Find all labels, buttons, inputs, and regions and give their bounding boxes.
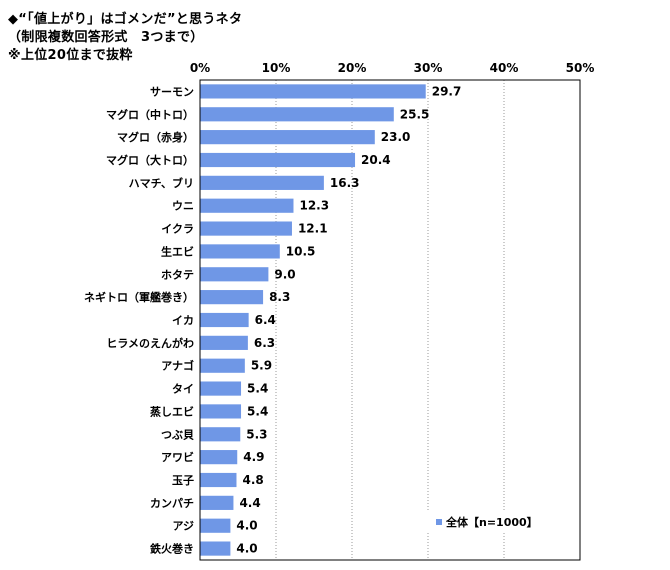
legend-box <box>424 511 574 533</box>
bar <box>200 427 241 442</box>
x-tick-label: 20% <box>338 61 367 75</box>
category-label: ヒラメのえんがわ <box>106 336 194 350</box>
value-label: 25.5 <box>400 107 430 121</box>
value-label: 5.9 <box>251 359 272 373</box>
value-label: 4.8 <box>242 473 263 487</box>
plot-frame <box>199 79 581 561</box>
value-labels: 29.725.5 23.0 20.416.312.3 12.1 10.5 9.0 8.3 6.… <box>236 84 461 555</box>
category-label: サーモン <box>150 85 194 98</box>
x-tick-label: 10% <box>262 61 291 75</box>
bar <box>200 130 375 145</box>
category-label: ホタテ <box>161 268 194 281</box>
bars <box>200 84 426 556</box>
bar <box>200 221 292 236</box>
value-label: 4.0 <box>236 519 257 533</box>
category-label: 鉄火巻き <box>150 542 194 556</box>
bar <box>200 381 242 396</box>
value-label: 4.4 <box>239 496 260 510</box>
category-label: 玉子 <box>172 474 194 487</box>
legend-label: 全体【n=1000】 <box>445 515 538 529</box>
value-label: 9.0 <box>274 267 295 281</box>
chart-subtitle: （制限複数回答形式 3つまで） <box>8 30 204 45</box>
chart-note: ※上位20位まで抜粋 <box>8 48 133 63</box>
bar <box>200 404 242 419</box>
category-label: アワビ <box>161 450 194 464</box>
value-label: 12.1 <box>298 222 328 236</box>
value-label: 6.3 <box>254 336 275 350</box>
category-label: ネギトロ（軍艦巻き） <box>84 290 194 304</box>
category-label: 蒸しエビ <box>150 404 194 418</box>
category-label: カンパチ <box>150 497 194 510</box>
bar <box>200 244 280 259</box>
value-label: 23.0 <box>381 130 411 144</box>
value-label: 12.3 <box>299 199 329 213</box>
category-label: 生エビ <box>161 244 194 258</box>
category-label: アナゴ <box>161 359 194 373</box>
bar <box>200 518 231 533</box>
category-label: イクラ <box>161 223 194 236</box>
category-label: アジ <box>172 520 194 533</box>
category-label: ウニ <box>172 200 194 213</box>
value-label: 10.5 <box>286 244 316 258</box>
value-label: 16.3 <box>330 176 360 190</box>
category-label: ハマチ、ブリ <box>129 176 194 190</box>
grid-lines <box>275 80 505 560</box>
value-label: 6.4 <box>255 313 276 327</box>
value-label: 20.4 <box>361 153 391 167</box>
bar <box>200 152 356 168</box>
value-label: 4.0 <box>236 542 257 556</box>
value-label: 29.7 <box>432 84 462 98</box>
category-label: マグロ（中トロ） <box>106 107 194 121</box>
value-label: 5.4 <box>247 404 268 418</box>
x-tick-label: 50% <box>566 61 595 75</box>
x-tick-label: 30% <box>414 61 443 75</box>
bar <box>200 198 294 213</box>
bar <box>200 267 269 282</box>
bar <box>200 450 238 465</box>
value-label: 5.3 <box>246 427 267 441</box>
legend: 全体【n=1000】 <box>424 511 574 533</box>
chart-title: ◆“「値上がり」はゴメンだ”と思うネタ <box>8 12 243 27</box>
x-tick-label: 40% <box>490 61 519 75</box>
x-tick-label: 0% <box>190 61 210 75</box>
value-label: 4.9 <box>243 450 264 464</box>
legend-swatch <box>436 519 442 525</box>
bar <box>200 290 264 305</box>
bar <box>200 175 324 190</box>
bar <box>200 107 394 122</box>
bar <box>200 84 426 99</box>
value-label: 5.4 <box>247 382 268 396</box>
category-label: マグロ（赤身） <box>117 130 194 144</box>
x-axis-ticks: 0% 10% 20% 30% 40% 50% <box>190 61 595 75</box>
category-label: タイ <box>172 383 194 396</box>
category-label: マグロ（大トロ） <box>106 153 194 167</box>
bar <box>200 358 245 373</box>
bar <box>200 472 237 488</box>
bar <box>200 335 248 350</box>
bar <box>200 541 231 556</box>
bar <box>200 312 249 328</box>
category-label: イカ <box>172 314 194 327</box>
bar <box>200 495 234 510</box>
category-label: つぶ貝 <box>161 428 194 441</box>
value-label: 8.3 <box>269 290 290 304</box>
